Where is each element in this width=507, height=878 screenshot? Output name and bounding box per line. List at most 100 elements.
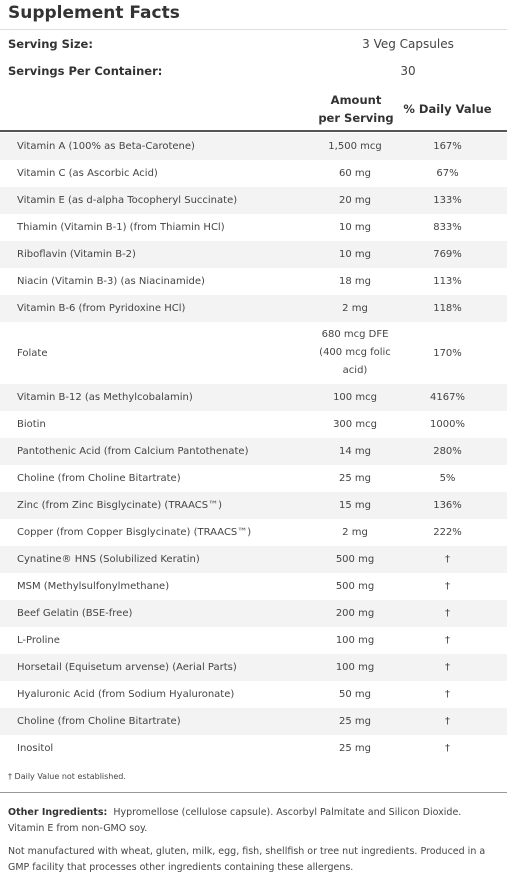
nutrient-name: Hyaluronic Acid (from Sodium Hyaluronate… — [17, 689, 235, 700]
daily-value: † — [445, 635, 450, 646]
nutrient-row: Hyaluronic Acid (from Sodium Hyaluronate… — [0, 681, 507, 708]
nutrient-name: Thiamin (Vitamin B-1) (from Thiamin HCl) — [17, 222, 225, 233]
amount: 50 mg — [339, 688, 371, 700]
amount: 500 mg — [335, 580, 375, 592]
nutrient-name: Vitamin E (as d-alpha Tocopheryl Succina… — [17, 195, 238, 206]
nutrient-row: Riboflavin (Vitamin B-2) 10 mg 769% — [0, 241, 507, 268]
daily-value: 136% — [433, 500, 462, 511]
nutrient-name: Beef Gelatin (BSE-free) — [17, 608, 133, 619]
amount: 10 mg — [339, 248, 371, 260]
daily-value: 118% — [433, 303, 462, 314]
divider — [0, 29, 507, 30]
nutrient-name: Zinc (from Zinc Bisglycinate) (TRAACS™) — [17, 500, 222, 511]
amount: 20 mg — [339, 194, 371, 206]
nutrient-name: MSM (Methylsulfonylmethane) — [17, 581, 170, 592]
column-header: % Daily Value — [403, 102, 492, 116]
amount: 18 mg — [339, 275, 371, 287]
daily-value: 113% — [433, 276, 462, 287]
daily-value: † — [445, 554, 450, 565]
value: 3 Veg Capsules — [362, 37, 454, 51]
nutrient-name: Biotin — [17, 419, 46, 430]
nutrient-name: Choline (from Choline Bitartrate) — [17, 473, 181, 484]
nutrient-row: Vitamin E (as d-alpha Tocopheryl Succina… — [0, 187, 507, 214]
nutrient-name: Folate — [17, 347, 48, 359]
nutrient-row: Beef Gelatin (BSE-free) 200 mg † — [0, 600, 507, 627]
nutrient-row: Biotin 300 mcg 1000% — [0, 411, 507, 438]
nutrient-table: Vitamin A (100% as Beta-Carotene) 1,500 m… — [0, 133, 507, 762]
nutrient-row: Pantothenic Acid (from Calcium Pantothen… — [0, 438, 507, 465]
nutrient-row: Vitamin C (as Ascorbic Acid) 60 mg 67% — [0, 160, 507, 187]
text: Hypromellose (cellulose capsule). Ascorb… — [8, 807, 462, 834]
nutrient-name: Niacin (Vitamin B-3) (as Niacinamide) — [17, 276, 205, 287]
amount: 10 mg — [339, 221, 371, 233]
column-header: Amount per Serving — [318, 93, 394, 125]
amount: 2 mg — [342, 526, 368, 538]
nutrient-row: Vitamin B-6 (from Pyridoxine HCl) 2 mg 118… — [0, 295, 507, 322]
daily-value: 833% — [433, 222, 462, 233]
nutrient-row: Niacin (Vitamin B-3) (as Niacinamide) 18 … — [0, 268, 507, 295]
divider — [0, 130, 507, 132]
nutrient-name: Cynatine® HNS (Solubilized Keratin) — [17, 554, 200, 565]
daily-value: 1000% — [430, 419, 465, 430]
amount: 300 mcg — [333, 418, 377, 430]
nutrient-name: Choline (from Choline Bitartrate) — [17, 716, 181, 727]
nutrient-name: Riboflavin (Vitamin B-2) — [17, 249, 136, 260]
footnote: † Daily Value not established. — [8, 772, 126, 781]
daily-value: 5% — [439, 473, 456, 484]
nutrient-row: Thiamin (Vitamin B-1) (from Thiamin HCl)… — [0, 214, 507, 241]
amount: 25 mg — [339, 472, 371, 484]
nutrient-name: Pantothenic Acid (from Calcium Pantothen… — [17, 446, 249, 457]
daily-value: † — [445, 716, 450, 727]
daily-value: † — [445, 743, 450, 754]
amount: 1,500 mcg — [328, 140, 382, 152]
daily-value: † — [445, 689, 450, 700]
daily-value: 133% — [433, 195, 462, 206]
other-ingredients: Other Ingredients: Hypromellose (cellulo… — [8, 805, 496, 837]
nutrient-name: Vitamin B-12 (as Methylcobalamin) — [17, 392, 193, 403]
nutrient-row: Zinc (from Zinc Bisglycinate) (TRAACS™) 1… — [0, 492, 507, 519]
nutrient-row: Inositol 25 mg † — [0, 735, 507, 762]
nutrient-name: Inositol — [17, 743, 54, 754]
nutrient-name: L-Proline — [17, 635, 60, 646]
nutrient-row: Vitamin B-12 (as Methylcobalamin) 100 mcg… — [0, 384, 507, 411]
amount: 14 mg — [339, 445, 371, 457]
amount: 25 mg — [339, 742, 371, 754]
serving-size: Serving Size: 3 Veg Capsules — [8, 37, 488, 51]
amount: 680 mcg DFE (400 mcg folic acid) — [319, 329, 391, 376]
nutrient-row: Cynatine® HNS (Solubilized Keratin) 500 m… — [0, 546, 507, 573]
amount: 2 mg — [342, 302, 368, 314]
nutrient-name: Vitamin A (100% as Beta-Carotene) — [17, 141, 195, 152]
daily-value: 769% — [433, 249, 462, 260]
amount: 500 mg — [335, 553, 375, 565]
divider — [0, 792, 507, 793]
amount: 200 mg — [335, 607, 375, 619]
label: Serving Size: — [8, 37, 93, 51]
nutrient-name: Copper (from Copper Bisglycinate) (TRAAC… — [17, 527, 252, 538]
daily-value: 280% — [433, 446, 462, 457]
daily-value: † — [445, 581, 450, 592]
daily-value: 170% — [433, 347, 462, 359]
daily-value: † — [445, 608, 450, 619]
nutrient-row: Choline (from Choline Bitartrate) 25 mg † — [0, 708, 507, 735]
nutrient-row: Choline (from Choline Bitartrate) 25 mg 5% — [0, 465, 507, 492]
daily-value: † — [445, 662, 450, 673]
amount: 60 mg — [339, 167, 371, 179]
allergen-note: Not manufactured with wheat, gluten, mil… — [8, 846, 486, 873]
label: Other Ingredients: — [8, 807, 108, 818]
daily-value: 167% — [433, 141, 462, 152]
nutrient-name: Vitamin B-6 (from Pyridoxine HCl) — [17, 303, 186, 314]
daily-value: 4167% — [430, 392, 465, 403]
label: Servings Per Container: — [8, 64, 163, 78]
servings-per-container: Servings Per Container: 30 — [8, 64, 488, 78]
nutrient-row: Folate 680 mcg DFE (400 mcg folic acid) 17… — [0, 322, 507, 384]
nutrient-row: Copper (from Copper Bisglycinate) (TRAAC… — [0, 519, 507, 546]
amount: 100 mg — [335, 661, 375, 673]
amount: 100 mcg — [333, 391, 377, 403]
daily-value: 67% — [436, 168, 459, 179]
title: Supplement Facts — [8, 3, 180, 23]
amount: 25 mg — [339, 715, 371, 727]
nutrient-row: Horsetail (Equisetum arvense) (Aerial Pa… — [0, 654, 507, 681]
amount: 15 mg — [339, 499, 371, 511]
nutrient-row: MSM (Methylsulfonylmethane) 500 mg † — [0, 573, 507, 600]
